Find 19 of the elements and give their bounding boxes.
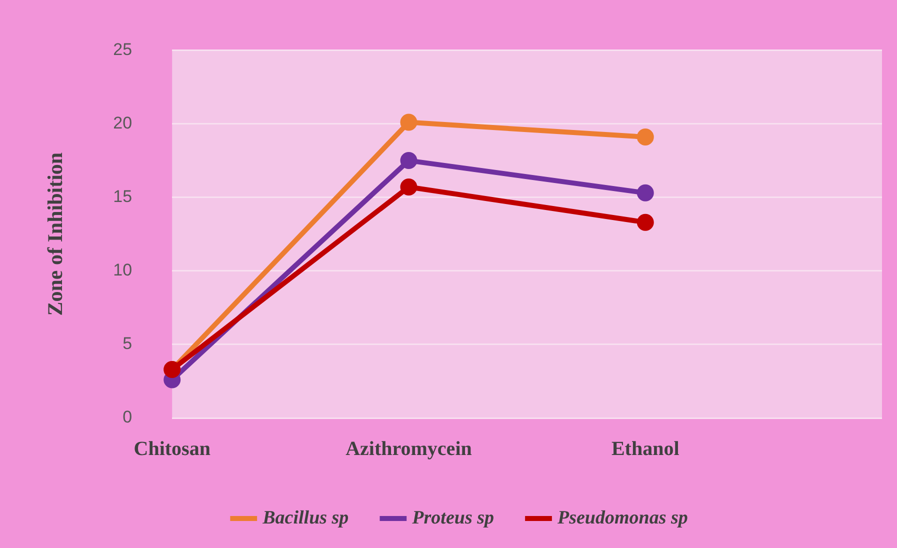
point: [400, 152, 418, 170]
y-axis-title: Zone of Inhibition: [43, 152, 68, 316]
y-tick-label: 5: [122, 334, 132, 354]
y-tick-label: 10: [113, 260, 132, 280]
point: [400, 114, 418, 131]
legend-label: Proteus sp: [411, 507, 494, 528]
point: [636, 214, 654, 231]
x-tick-label: Azithromycein: [346, 438, 472, 460]
y-tick-label: 0: [122, 408, 132, 427]
legend-label: Bacillus sp: [262, 507, 349, 528]
x-tick-label: Chitosan: [134, 438, 210, 460]
point: [400, 178, 418, 196]
y-tick-label: 25: [113, 40, 132, 59]
y-tick-label: 20: [113, 113, 132, 132]
legend-label: Pseudomonas sp: [556, 507, 688, 528]
y-tick-label: 15: [113, 187, 132, 206]
point: [636, 128, 654, 146]
point: [636, 184, 654, 202]
x-tick-label: Ethanol: [611, 438, 680, 460]
